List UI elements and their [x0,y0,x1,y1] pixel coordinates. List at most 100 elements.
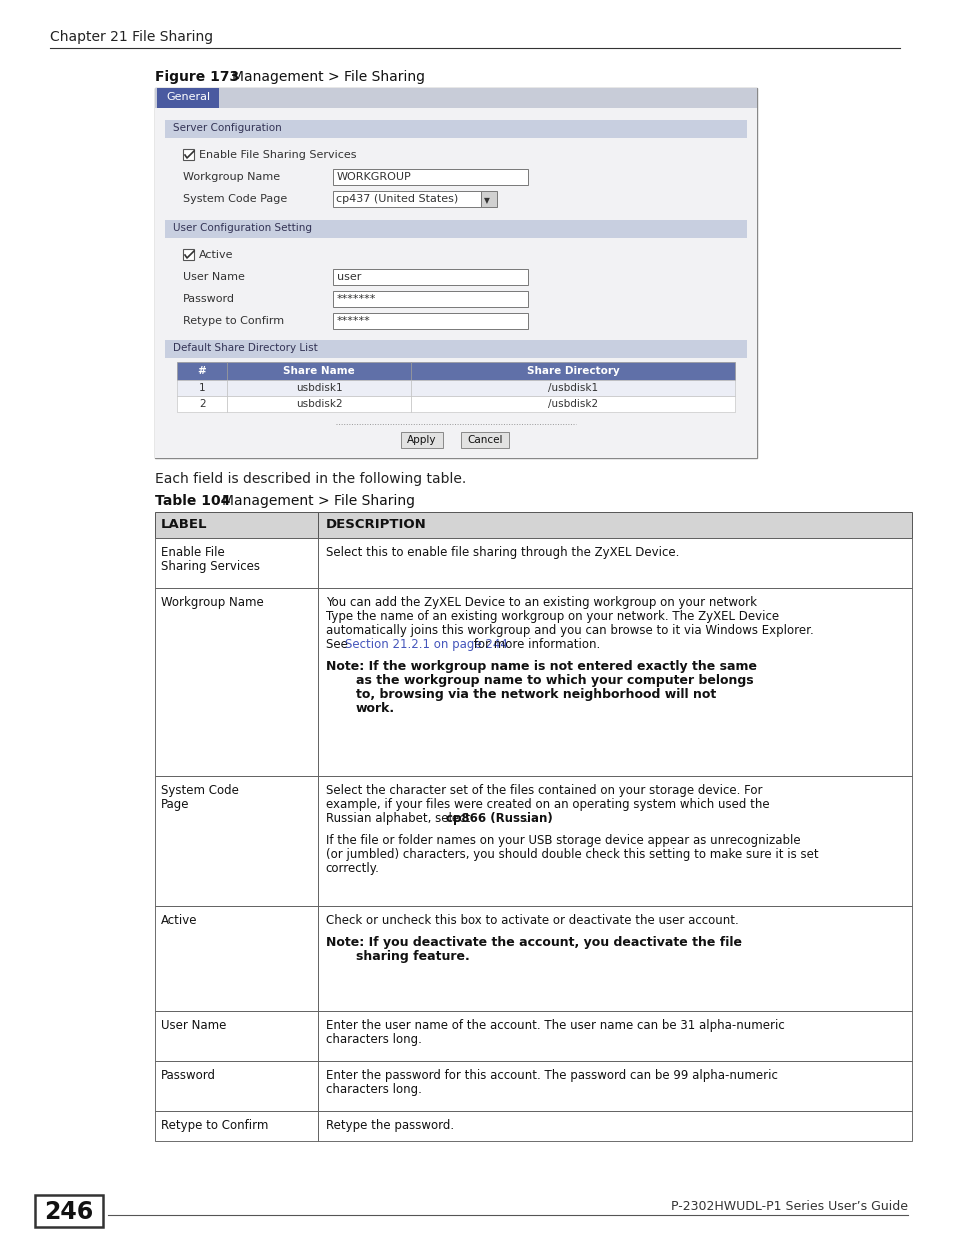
Text: Russian alphabet, select: Russian alphabet, select [325,811,474,825]
Text: *******: ******* [336,294,376,304]
Text: ******: ****** [336,316,371,326]
Bar [333,269,527,285]
Bar [460,432,509,448]
Bar [333,291,527,308]
Text: correctly.: correctly. [325,862,379,876]
Bar [317,906,911,1011]
Text: to, browsing via the network neighborhood will not: to, browsing via the network neighborhoo… [355,688,716,701]
Text: Page: Page [161,798,190,811]
Bar [227,396,411,412]
Bar [154,88,757,107]
Text: automatically joins this workgroup and you can browse to it via Windows Explorer: automatically joins this workgroup and y… [325,624,813,637]
Text: Password: Password [161,1070,215,1082]
Text: 246: 246 [45,1200,93,1224]
Text: Active: Active [199,249,233,261]
Text: Default Share Directory List: Default Share Directory List [172,343,317,353]
Text: Management > File Sharing: Management > File Sharing [232,70,424,84]
Bar [317,538,911,588]
Bar [177,396,227,412]
Bar [154,1112,317,1141]
Text: Apply: Apply [407,435,436,445]
Text: as the workgroup name to which your computer belongs: as the workgroup name to which your comp… [355,674,753,687]
Text: WORKGROUP: WORKGROUP [336,172,412,182]
Text: Check or uncheck this box to activate or deactivate the user account.: Check or uncheck this box to activate or… [325,914,738,927]
Bar [317,588,911,776]
Text: General: General [166,91,210,103]
Text: Active: Active [161,914,197,927]
Text: ▼: ▼ [483,196,489,205]
Text: 1: 1 [198,383,205,393]
Text: User Name: User Name [161,1019,226,1032]
Text: DESCRIPTION: DESCRIPTION [325,517,426,531]
Text: usbdisk1: usbdisk1 [295,383,342,393]
Bar [317,513,911,538]
Text: Figure 173: Figure 173 [154,70,239,84]
Text: Select this to enable file sharing through the ZyXEL Device.: Select this to enable file sharing throu… [325,546,679,559]
Text: If the file or folder names on your USB storage device appear as unrecognizable: If the file or folder names on your USB … [325,834,800,847]
Text: sharing feature.: sharing feature. [355,950,469,963]
Text: Management > File Sharing: Management > File Sharing [222,494,415,508]
Text: Workgroup Name: Workgroup Name [183,172,280,182]
Text: User Configuration Setting: User Configuration Setting [172,224,312,233]
Bar [154,1011,317,1061]
Text: P-2302HWUDL-P1 Series User’s Guide: P-2302HWUDL-P1 Series User’s Guide [670,1200,907,1213]
Bar [333,169,527,185]
Bar [157,88,219,107]
Bar [165,220,746,238]
Text: Enter the password for this account. The password can be 99 alpha-numeric: Enter the password for this account. The… [325,1070,777,1082]
Bar [165,120,746,138]
Bar [35,1195,103,1228]
Text: Chapter 21 File Sharing: Chapter 21 File Sharing [50,30,213,44]
Text: Sharing Services: Sharing Services [161,559,260,573]
Text: user: user [336,272,361,282]
Text: User Name: User Name [183,272,245,282]
Text: 2: 2 [198,399,205,409]
Text: System Code: System Code [161,784,238,797]
Bar [154,906,317,1011]
Bar [154,776,317,906]
Bar [177,380,227,396]
Bar [227,380,411,396]
Bar [154,588,317,776]
Text: Share Name: Share Name [283,366,355,375]
Bar [480,191,497,207]
Bar [154,107,757,458]
Text: System Code Page: System Code Page [183,194,287,204]
Text: usbdisk2: usbdisk2 [295,399,342,409]
Text: cp866 (Russian): cp866 (Russian) [446,811,553,825]
Bar [411,362,734,380]
Bar [411,396,734,412]
Bar [183,249,193,261]
Text: Server Configuration: Server Configuration [172,124,281,133]
Text: Cancel: Cancel [467,435,502,445]
Text: Note: If you deactivate the account, you deactivate the file: Note: If you deactivate the account, you… [325,936,741,948]
Text: Select the character set of the files contained on your storage device. For: Select the character set of the files co… [325,784,761,797]
Bar [227,362,411,380]
Text: Each field is described in the following table.: Each field is described in the following… [154,472,466,487]
Bar [165,340,746,358]
Text: characters long.: characters long. [325,1032,421,1046]
Text: cp437 (United States): cp437 (United States) [335,194,457,204]
Text: See: See [325,638,351,651]
Text: Retype to Confirm: Retype to Confirm [161,1119,268,1132]
Bar [154,513,317,538]
Text: #: # [197,366,206,375]
Text: Enable File: Enable File [161,546,225,559]
Text: characters long.: characters long. [325,1083,421,1095]
Bar [154,1061,317,1112]
Text: for more information.: for more information. [470,638,600,651]
Bar [411,380,734,396]
Bar [154,538,317,588]
Text: .: . [524,811,527,825]
Text: example, if your files were created on an operating system which used the: example, if your files were created on a… [325,798,768,811]
Text: /usbdisk1: /usbdisk1 [548,383,598,393]
Text: Retype the password.: Retype the password. [325,1119,454,1132]
Text: Type the name of an existing workgroup on your network. The ZyXEL Device: Type the name of an existing workgroup o… [325,610,778,622]
Bar [400,432,442,448]
Text: /usbdisk2: /usbdisk2 [548,399,598,409]
Text: Enter the user name of the account. The user name can be 31 alpha-numeric: Enter the user name of the account. The … [325,1019,783,1032]
Text: Section 21.2.1 on page 244: Section 21.2.1 on page 244 [345,638,507,651]
Text: LABEL: LABEL [161,517,208,531]
Text: Workgroup Name: Workgroup Name [161,597,263,609]
Text: Password: Password [183,294,234,304]
